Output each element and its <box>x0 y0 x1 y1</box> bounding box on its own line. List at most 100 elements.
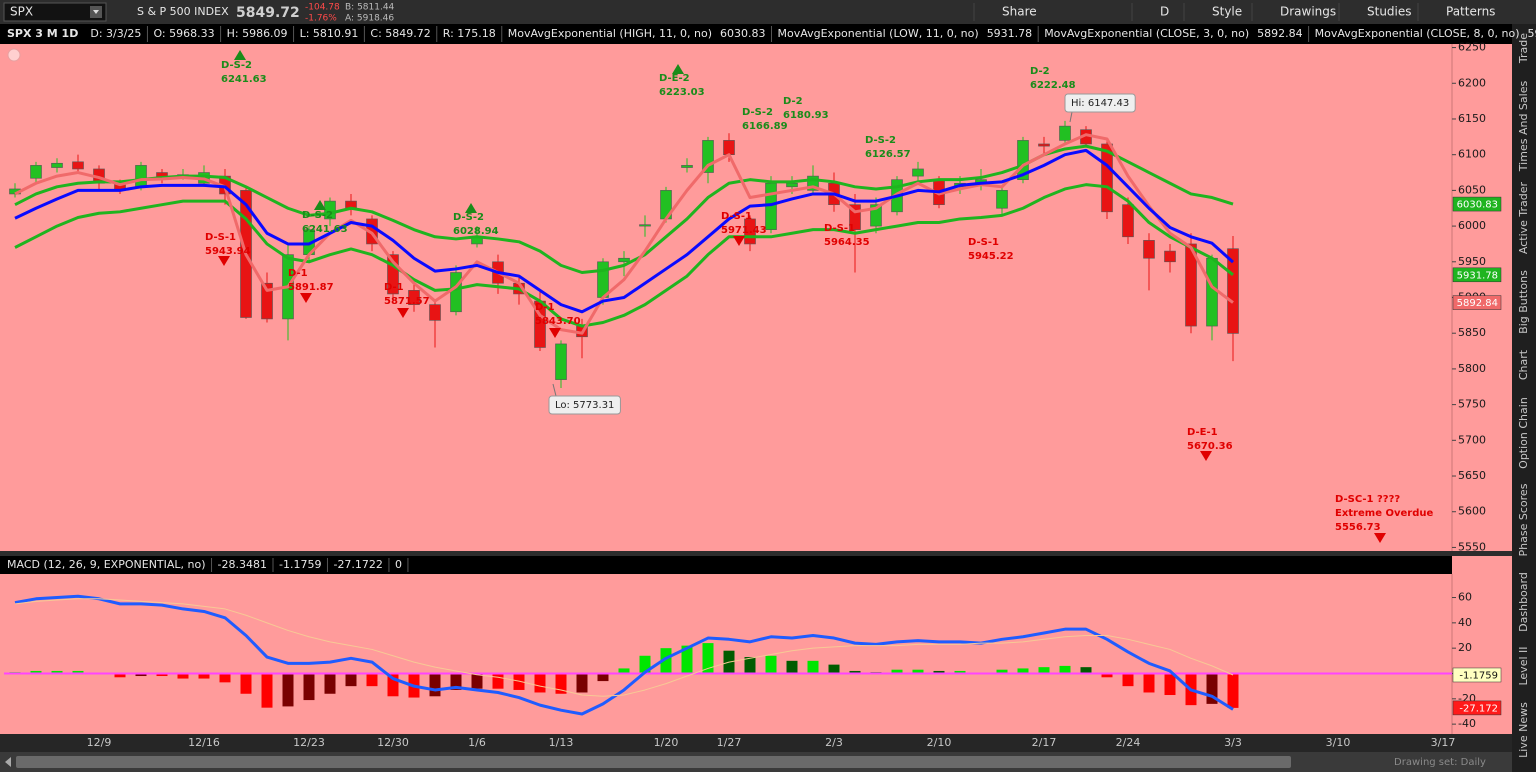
y-tick-label: 6250 <box>1458 41 1486 54</box>
histogram-bar <box>261 673 273 708</box>
last-value-box <box>1452 295 1502 310</box>
info-field: L: 5810.91 <box>300 27 359 40</box>
callout-pointer <box>552 383 557 397</box>
study-title: MACD (12, 26, 9, EXPONENTIAL, no) <box>7 558 206 571</box>
candle-body <box>72 161 84 170</box>
candle-body <box>261 282 273 320</box>
histogram-bar <box>135 673 147 677</box>
last-value-label: -1.1759 <box>1459 670 1498 681</box>
toolbar-button[interactable]: D <box>1160 5 1169 19</box>
signal-label: D-1 <box>384 282 404 293</box>
signal-label: D-S-1 <box>721 211 752 222</box>
scroll-thumb[interactable] <box>16 756 1291 768</box>
signal-value: 6126.57 <box>865 149 911 160</box>
y-tick-label: 5650 <box>1458 469 1486 482</box>
side-tab[interactable]: Option Chain <box>1517 397 1530 469</box>
signal-arrow <box>300 293 312 303</box>
candle-body <box>1227 248 1239 334</box>
x-tick-label: 3/10 <box>1326 736 1351 749</box>
histogram-bar <box>1080 667 1092 674</box>
info-field: D: 3/3/25 <box>90 27 141 40</box>
scroll-left[interactable] <box>5 757 11 767</box>
info-field: R: 175.18 <box>443 27 496 40</box>
signal-label: D-1 <box>288 268 308 279</box>
signal-arrow <box>1374 533 1386 543</box>
signal-label: D-S-1 <box>824 223 855 234</box>
study-value: 0 <box>395 558 402 571</box>
study-value: 6030.83 <box>720 27 766 40</box>
study-value: -1.1759 <box>279 558 321 571</box>
histogram-bar <box>450 673 462 690</box>
side-tab[interactable]: Trade <box>1517 33 1530 64</box>
toolbar-button[interactable]: Style <box>1212 5 1242 19</box>
candle-body <box>450 272 462 313</box>
signal-arrow <box>218 256 230 266</box>
y-tick-label: 6000 <box>1458 219 1486 232</box>
dropdown-arrow <box>93 10 99 14</box>
histogram-bar <box>429 673 441 697</box>
histogram-bar <box>954 670 966 674</box>
study-value: 5931.78 <box>987 27 1033 40</box>
candle-body <box>870 204 882 227</box>
signal-label: D-2 <box>1030 66 1050 77</box>
candle-body <box>912 168 924 177</box>
signal-arrow <box>465 203 477 213</box>
panel-settings[interactable] <box>7 48 21 62</box>
x-tick-label: 12/30 <box>377 736 409 749</box>
toolbar-button[interactable]: Share <box>1002 5 1037 19</box>
candle-body <box>1206 257 1218 327</box>
candle-body <box>849 204 861 230</box>
change: -104.78 <box>305 3 340 13</box>
histogram-bar <box>576 673 588 693</box>
toolbar-button[interactable]: Studies <box>1367 5 1412 19</box>
change-percent: -1.76% <box>305 14 337 24</box>
description: S & P 500 INDEX <box>137 5 229 18</box>
side-tab[interactable]: Level II <box>1517 646 1530 685</box>
x-tick-label: 2/17 <box>1032 736 1057 749</box>
histogram-bar <box>660 648 672 674</box>
signal-arrow <box>234 50 246 60</box>
signal-value: 6166.89 <box>742 121 788 132</box>
y-tick-label: 6050 <box>1458 183 1486 196</box>
y-tick-label: 5850 <box>1458 326 1486 339</box>
histogram-bar <box>912 669 924 674</box>
side-tab[interactable]: Live News <box>1517 702 1530 758</box>
candle-body <box>1122 204 1134 238</box>
sidebar <box>1512 24 1536 772</box>
toolbar-button[interactable]: Patterns <box>1446 5 1495 19</box>
histogram-bar <box>891 669 903 674</box>
side-tab[interactable]: Active Trader <box>1517 181 1530 254</box>
signal-arrow <box>314 200 326 210</box>
candle-body <box>408 290 420 305</box>
symbol[interactable]: SPX <box>10 5 33 19</box>
y-tick-label: 6100 <box>1458 148 1486 161</box>
side-tab[interactable]: Dashboard <box>1517 572 1530 632</box>
candle-body <box>807 175 819 191</box>
side-tab[interactable]: Big Buttons <box>1517 270 1530 334</box>
candle-body <box>1038 143 1050 147</box>
x-tick-label: 1/27 <box>717 736 742 749</box>
chart-title: SPX 3 M 1D <box>7 27 78 40</box>
side-tab[interactable]: Times And Sales <box>1517 81 1530 173</box>
toolbar-button[interactable]: Drawings <box>1280 5 1336 19</box>
histogram-bar <box>996 669 1008 674</box>
side-tab[interactable]: Chart <box>1517 349 1530 380</box>
signal-label: D-S-1 <box>968 237 999 248</box>
study-name: MovAvgExponential (LOW, 11, 0, no) <box>778 27 979 40</box>
candle-body <box>597 261 609 298</box>
signal-value: 5556.73 <box>1335 522 1381 533</box>
symbol-box[interactable] <box>3 2 107 22</box>
signal-label: D-1 <box>535 302 555 313</box>
side-tab[interactable]: Phase Scores <box>1517 483 1530 556</box>
signal-label: D-S-2 <box>302 210 333 221</box>
histogram-bar <box>555 673 567 694</box>
signal-arrow <box>733 236 745 246</box>
y-tick-label: 40 <box>1458 616 1472 629</box>
x-tick-label: 3/3 <box>1224 736 1242 749</box>
y-tick-label: 60 <box>1458 591 1472 604</box>
histogram-bar <box>597 673 609 682</box>
histogram-bar <box>282 673 294 707</box>
candle-body <box>723 140 735 155</box>
y-tick-label: 6150 <box>1458 112 1486 125</box>
